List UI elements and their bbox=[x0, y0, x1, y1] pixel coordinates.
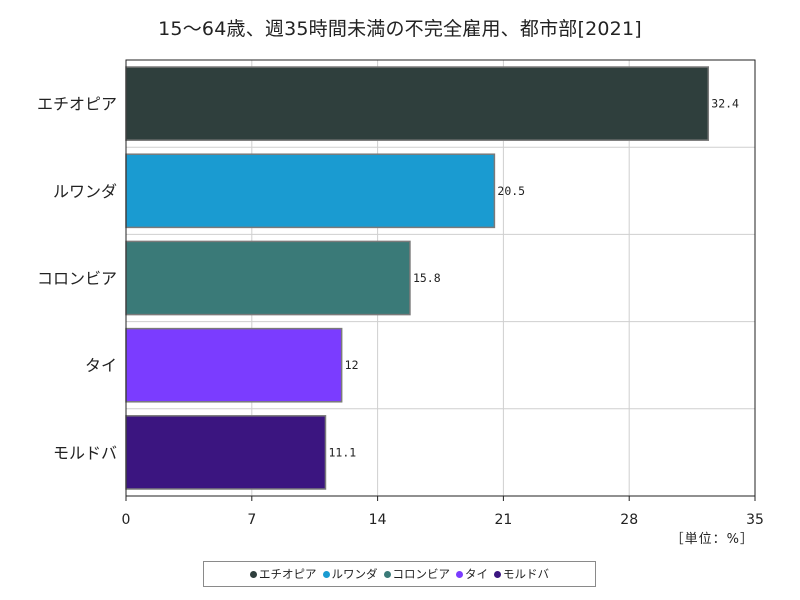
legend-label: エチオピア bbox=[259, 567, 317, 581]
category-label: ルワンダ bbox=[53, 182, 117, 201]
legend-marker bbox=[322, 570, 330, 578]
bar bbox=[125, 327, 343, 403]
legend: エチオピア ルワンダ コロンビア タイ モルドバ bbox=[203, 561, 596, 587]
category-label: エチオピア bbox=[37, 95, 117, 114]
legend-marker bbox=[383, 570, 391, 578]
data-label: 11.1 bbox=[328, 445, 356, 459]
chart-title: 15～64歳、週35時間未満の不完全雇用、都市部[2021] bbox=[158, 18, 642, 40]
bar bbox=[125, 153, 496, 229]
x-tick-label: 28 bbox=[620, 512, 638, 528]
unit-label: ［単位：%］ bbox=[670, 532, 754, 547]
legend-marker bbox=[250, 570, 257, 578]
x-tick-label: 35 bbox=[746, 512, 764, 528]
legend-item: タイ bbox=[456, 566, 488, 582]
category-label: タイ bbox=[85, 356, 117, 375]
data-label: 12 bbox=[345, 358, 359, 372]
data-label: 15.8 bbox=[413, 271, 441, 285]
legend-label: モルドバ bbox=[503, 567, 549, 581]
legend-item: エチオピア bbox=[250, 566, 317, 582]
x-tick-label: 7 bbox=[247, 512, 256, 528]
legend-label: コロンビア bbox=[392, 567, 451, 581]
legend-label: ルワンダ bbox=[331, 567, 378, 581]
legend-item: コロンビア bbox=[383, 566, 451, 582]
plot-frame bbox=[125, 59, 756, 497]
legend-item: モルドバ bbox=[494, 566, 549, 582]
bar bbox=[125, 240, 411, 316]
legend-marker bbox=[494, 570, 501, 578]
x-tick-label: 0 bbox=[122, 512, 131, 528]
x-tick-label: 21 bbox=[494, 512, 512, 528]
category-label: モルドバ bbox=[53, 443, 117, 462]
legend-marker bbox=[456, 570, 463, 578]
data-label: 20.5 bbox=[497, 184, 525, 198]
bar bbox=[125, 415, 327, 490]
legend-item: ルワンダ bbox=[322, 566, 378, 582]
data-label: 32.4 bbox=[711, 97, 739, 111]
legend-label: タイ bbox=[465, 567, 488, 581]
category-label: コロンビア bbox=[37, 269, 117, 288]
x-tick-label: 14 bbox=[369, 512, 387, 528]
bar bbox=[125, 66, 710, 141]
